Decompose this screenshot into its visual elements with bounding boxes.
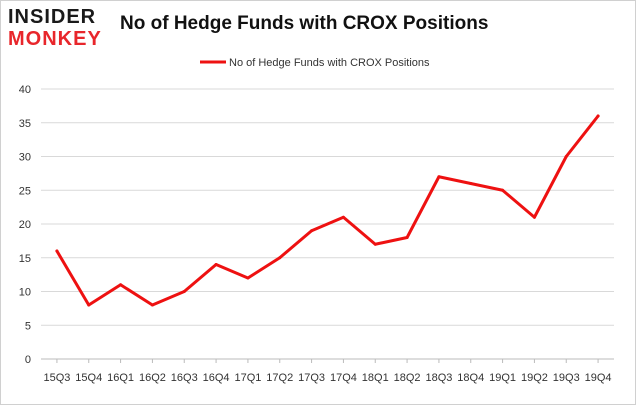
data-point-19Q2 <box>532 215 536 219</box>
x-tick-label: 16Q3 <box>171 372 198 384</box>
insider-monkey-logo: INSIDER MONKEY <box>8 4 116 52</box>
y-tick-label: 35 <box>19 118 31 130</box>
data-point-18Q1 <box>373 242 377 246</box>
y-tick-label: 30 <box>19 152 31 164</box>
x-tick-label: 19Q2 <box>521 372 548 384</box>
x-tick-label: 18Q2 <box>394 372 421 384</box>
data-point-16Q4 <box>214 263 218 266</box>
logo-line-1: INSIDER <box>8 6 97 28</box>
x-tick-label: 16Q1 <box>107 372 134 384</box>
x-tick-label: 17Q4 <box>330 372 357 384</box>
data-point-18Q2 <box>405 236 409 239</box>
x-tick-label: 15Q4 <box>75 372 102 384</box>
legend: No of Hedge Funds with CROX Positions <box>200 57 430 69</box>
series-line <box>55 114 600 307</box>
data-point-17Q3 <box>310 229 314 233</box>
y-tick-label: 25 <box>19 185 31 197</box>
x-axis-ticks: 15Q3 15Q4 16Q1 16Q2 16Q3 16Q4 17Q1 17Q2 17Q3 17Q4… <box>43 359 612 384</box>
y-tick-label: 40 <box>19 84 31 96</box>
data-point-15Q3 <box>55 249 59 253</box>
logo-line-2: MONKEY <box>8 28 102 50</box>
x-tick-label: 19Q4 <box>585 372 612 384</box>
y-tick-label: 20 <box>19 219 31 231</box>
x-tick-label: 15Q3 <box>43 372 70 384</box>
data-point-17Q2 <box>278 256 282 260</box>
data-points <box>55 114 600 307</box>
y-axis-ticks: 0 5 10 15 20 25 30 35 40 <box>19 84 31 366</box>
x-tick-label: 16Q2 <box>139 372 166 384</box>
x-tick-label: 18Q4 <box>457 372 484 384</box>
y-tick-label: 0 <box>25 354 31 366</box>
data-point-15Q4 <box>87 303 91 307</box>
data-point-18Q4 <box>469 182 473 185</box>
data-point-17Q1 <box>246 276 250 280</box>
data-point-19Q3 <box>564 155 568 158</box>
data-point-17Q4 <box>341 215 345 219</box>
x-tick-label: 18Q1 <box>362 372 389 384</box>
data-point-18Q3 <box>437 175 441 179</box>
data-point-19Q4 <box>596 114 600 118</box>
data-point-16Q3 <box>182 290 186 293</box>
gridlines <box>41 88 614 326</box>
data-point-16Q2 <box>150 303 154 307</box>
data-point-16Q1 <box>119 283 123 287</box>
x-tick-label: 17Q3 <box>298 372 325 384</box>
y-tick-label: 10 <box>19 287 31 299</box>
x-tick-label: 19Q1 <box>489 372 516 384</box>
x-tick-label: 17Q1 <box>234 372 261 384</box>
x-tick-label: 16Q4 <box>203 372 230 384</box>
x-tick-label: 19Q3 <box>553 372 580 384</box>
x-tick-label: 17Q2 <box>266 372 293 384</box>
y-tick-label: 5 <box>25 320 31 332</box>
x-tick-label: 18Q3 <box>425 372 452 384</box>
chart-title: No of Hedge Funds with CROX Positions <box>120 13 489 34</box>
data-point-19Q1 <box>501 188 505 192</box>
y-tick-label: 15 <box>19 253 31 265</box>
legend-label: No of Hedge Funds with CROX Positions <box>229 57 430 69</box>
